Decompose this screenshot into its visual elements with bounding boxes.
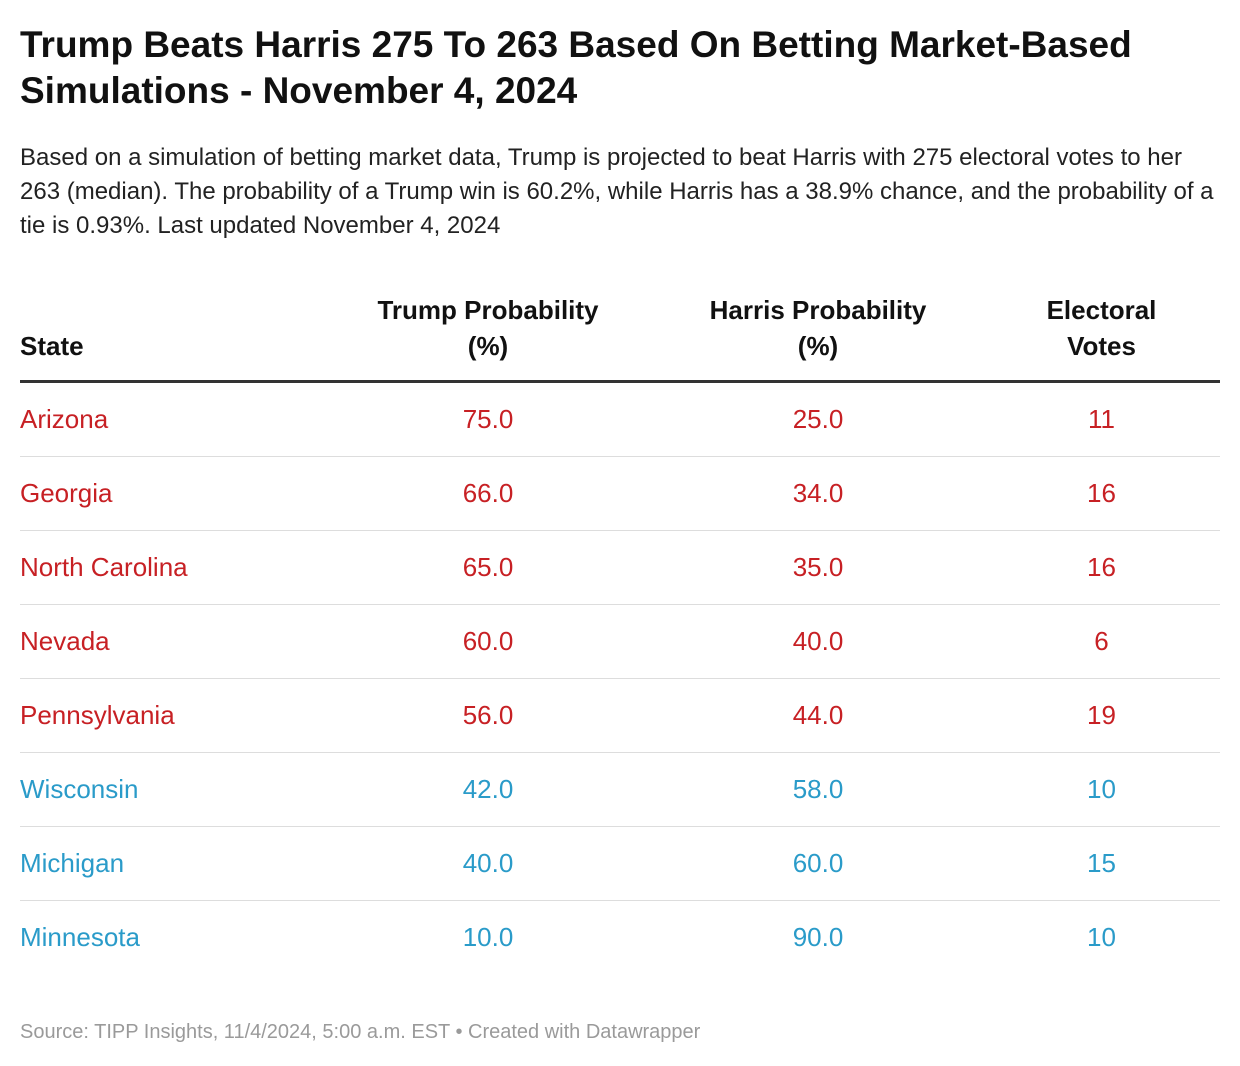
cell-trump-probability: 40.0 (323, 826, 653, 901)
chart-title: Trump Beats Harris 275 To 263 Based On B… (20, 24, 1132, 111)
cell-trump-probability: 42.0 (323, 752, 653, 827)
cell-harris-probability: 25.0 (653, 381, 983, 457)
cell-harris-probability: 60.0 (653, 826, 983, 901)
cell-trump-probability: 75.0 (323, 381, 653, 457)
cell-harris-probability: 44.0 (653, 678, 983, 753)
cell-electoral-votes: 19 (983, 678, 1220, 753)
cell-electoral-votes: 16 (983, 530, 1220, 605)
column-header-trump-probability[interactable]: Trump Probability (%) (323, 292, 653, 383)
cell-harris-probability: 40.0 (653, 604, 983, 679)
column-header-electoral-votes[interactable]: Electoral Votes (983, 292, 1220, 383)
cell-state: Arizona (20, 381, 323, 457)
cell-electoral-votes: 16 (983, 456, 1220, 531)
cell-trump-probability: 10.0 (462, 922, 514, 952)
cell-electoral-votes: 6 (983, 604, 1220, 679)
source-footer: Source: TIPP Insights, 11/4/2024, 5:00 a… (20, 1021, 701, 1043)
cell-electoral-votes: 10 (983, 752, 1220, 827)
table-header-row: State Trump Probability (%) Harris Proba… (20, 292, 1220, 383)
cell-trump-probability: 56.0 (323, 678, 653, 753)
table-row: Pennsylvania 56.0 44.0 19 (20, 678, 1220, 753)
cell-electoral-votes: 15 (983, 826, 1220, 901)
table-body: Arizona 75.0 25.0 11 Georgia 66.0 34.0 16 North … (20, 381, 1220, 975)
cell-state: Wisconsin (20, 752, 323, 827)
cell-state: Pennsylvania (20, 678, 323, 753)
column-header-harris-probability[interactable]: Harris Probability (%) (653, 292, 983, 383)
cell-state: North Carolina (20, 530, 323, 605)
cell-trump-probability: 60.0 (323, 604, 653, 679)
table-row: North Carolina 65.0 35.0 16 (20, 530, 1220, 605)
cell-harris-probability: 58.0 (653, 752, 983, 827)
cell-state: Michigan (20, 826, 323, 901)
cell-harris-probability: 90.0 (792, 922, 844, 952)
cell-state: Nevada (20, 604, 323, 679)
column-header-state[interactable]: State (20, 292, 323, 383)
cell-trump-probability: 66.0 (323, 456, 653, 531)
cell-state: Minnesota (20, 922, 140, 952)
table-row: Georgia 66.0 34.0 16 (20, 456, 1220, 531)
cell-state: Georgia (20, 456, 323, 531)
cell-electoral-votes: 11 (983, 381, 1220, 457)
cell-harris-probability: 35.0 (653, 530, 983, 605)
table-row: Arizona 75.0 25.0 11 (20, 381, 1220, 457)
chart-description: Based on a simulation of betting market … (20, 144, 1214, 239)
table-row: Nevada 60.0 40.0 6 (20, 604, 1220, 679)
cell-electoral-votes: 10 (1087, 922, 1116, 952)
table-row: Michigan 40.0 60.0 15 (20, 826, 1220, 901)
table-row: Minnesota 10.0 90.0 10 (20, 901, 1220, 975)
cell-trump-probability: 65.0 (323, 530, 653, 605)
table-row: Wisconsin 42.0 58.0 10 (20, 752, 1220, 827)
cell-harris-probability: 34.0 (653, 456, 983, 531)
data-table: State Trump Probability (%) Harris Proba… (20, 292, 1220, 974)
